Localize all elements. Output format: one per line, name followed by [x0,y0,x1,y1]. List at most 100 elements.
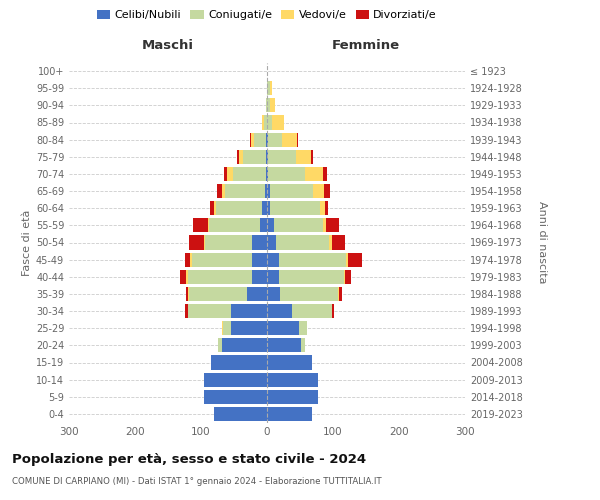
Bar [217,184,222,198]
Bar [264,116,267,130]
Bar [190,252,192,266]
Bar [347,252,362,266]
Bar [210,201,214,215]
Bar [233,167,266,181]
Bar [218,338,222,352]
Bar [267,218,274,232]
Bar [320,201,325,215]
Bar [323,167,327,181]
Bar [186,287,188,301]
Bar [222,338,267,352]
Bar [247,287,267,301]
Bar [208,218,209,232]
Bar [185,252,190,266]
Bar [267,184,269,198]
Bar [267,407,312,421]
Bar [282,132,296,146]
Bar [305,167,323,181]
Bar [267,167,268,181]
Bar [204,390,267,404]
Bar [345,270,352,284]
Bar [296,150,311,164]
Bar [329,236,332,250]
Bar [344,270,345,284]
Bar [266,167,267,181]
Bar [313,184,325,198]
Bar [299,321,307,335]
Bar [267,304,292,318]
Bar [325,201,328,215]
Bar [250,132,251,146]
Bar [332,304,334,318]
Bar [339,287,341,301]
Bar [332,236,345,250]
Bar [325,184,330,198]
Bar [271,98,275,112]
Bar [276,236,329,250]
Bar [266,98,267,112]
Bar [192,252,253,266]
Bar [227,167,233,181]
Bar [280,287,338,301]
Bar [230,321,267,335]
Text: Femmine: Femmine [332,39,400,52]
Legend: Celibi/Nubili, Coniugati/e, Vedovi/e, Divorziati/e: Celibi/Nubili, Coniugati/e, Vedovi/e, Di… [92,6,442,25]
Bar [267,321,299,335]
Bar [268,132,282,146]
Bar [230,304,267,318]
Bar [262,201,267,215]
Bar [267,390,319,404]
Bar [269,184,313,198]
Bar [205,236,253,250]
Bar [267,287,280,301]
Text: COMUNE DI CARPIANO (MI) - Dati ISTAT 1° gennaio 2024 - Elaborazione TUTTITALIA.I: COMUNE DI CARPIANO (MI) - Dati ISTAT 1° … [12,478,382,486]
Bar [326,218,339,232]
Bar [267,252,279,266]
Bar [180,270,187,284]
Bar [243,150,266,164]
Bar [296,132,298,146]
Text: Maschi: Maschi [142,39,194,52]
Bar [266,150,267,164]
Y-axis label: Anni di nascita: Anni di nascita [536,201,547,284]
Bar [269,81,272,95]
Bar [272,116,284,130]
Bar [204,372,267,386]
Bar [189,287,247,301]
Bar [279,270,344,284]
Bar [267,116,272,130]
Bar [188,304,230,318]
Bar [268,150,296,164]
Bar [253,236,267,250]
Bar [253,252,267,266]
Bar [267,132,268,146]
Bar [301,338,305,352]
Bar [267,356,312,370]
Bar [267,98,271,112]
Bar [311,150,313,164]
Bar [266,132,267,146]
Bar [267,81,269,95]
Bar [262,116,264,130]
Bar [222,321,223,335]
Bar [267,270,279,284]
Bar [346,252,347,266]
Bar [274,218,323,232]
Bar [253,270,267,284]
Bar [211,356,267,370]
Bar [185,304,188,318]
Bar [223,321,230,335]
Bar [292,304,332,318]
Bar [215,201,262,215]
Bar [236,150,239,164]
Bar [214,407,267,421]
Bar [279,252,346,266]
Bar [224,167,227,181]
Bar [203,236,205,250]
Bar [188,270,253,284]
Bar [188,287,189,301]
Y-axis label: Fasce di età: Fasce di età [22,210,32,276]
Bar [251,132,254,146]
Bar [226,184,265,198]
Bar [260,218,267,232]
